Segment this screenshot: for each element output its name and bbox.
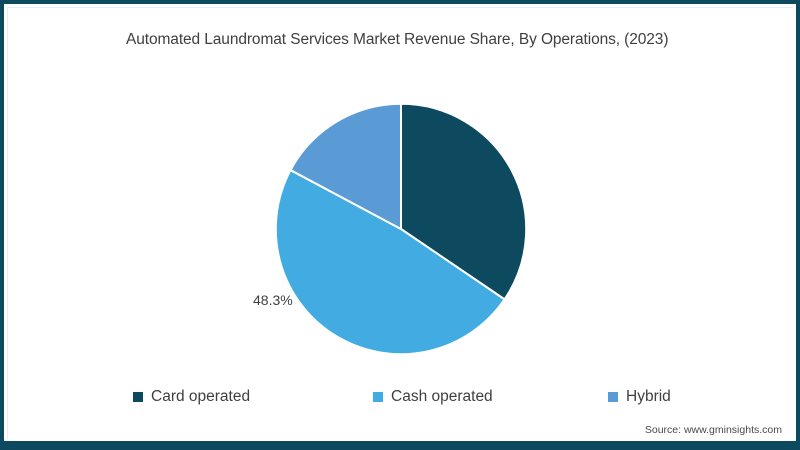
legend-swatch-cash-operated (373, 392, 383, 402)
pie-slice-cash-operated[interactable] (275, 169, 506, 355)
legend-label-cash-operated: Cash operated (391, 388, 493, 406)
source-attribution: Source: www.gminsights.com (644, 424, 782, 436)
frame-border-right (796, 0, 800, 450)
pie-slice-group (275, 103, 527, 355)
legend-swatch-card-operated (133, 392, 143, 402)
legend-item-cash-operated[interactable]: Cash operated (373, 386, 493, 408)
frame-border-top (0, 0, 800, 4)
frame-border-left (0, 0, 4, 450)
legend-label-hybrid: Hybrid (626, 388, 671, 406)
pie-data-label-cash-operated: 48.3% (253, 292, 293, 308)
legend-item-card-operated[interactable]: Card operated (133, 386, 250, 408)
pie-chart (275, 103, 527, 355)
frame-inner-line-left (7, 7, 8, 439)
frame-border-bottom (0, 441, 800, 450)
legend-item-hybrid[interactable]: Hybrid (608, 386, 671, 408)
pie-slice-hybrid[interactable] (289, 103, 402, 230)
frame-inner-line-top (7, 7, 793, 8)
pie-chart-svg (275, 103, 527, 355)
legend-swatch-hybrid (608, 392, 618, 402)
chart-title: Automated Laundromat Services Market Rev… (126, 31, 669, 48)
pie-slice-card-operated[interactable] (400, 103, 527, 301)
legend-label-card-operated: Card operated (151, 388, 251, 406)
chart-legend: Card operated Cash operated Hybrid (0, 386, 800, 408)
